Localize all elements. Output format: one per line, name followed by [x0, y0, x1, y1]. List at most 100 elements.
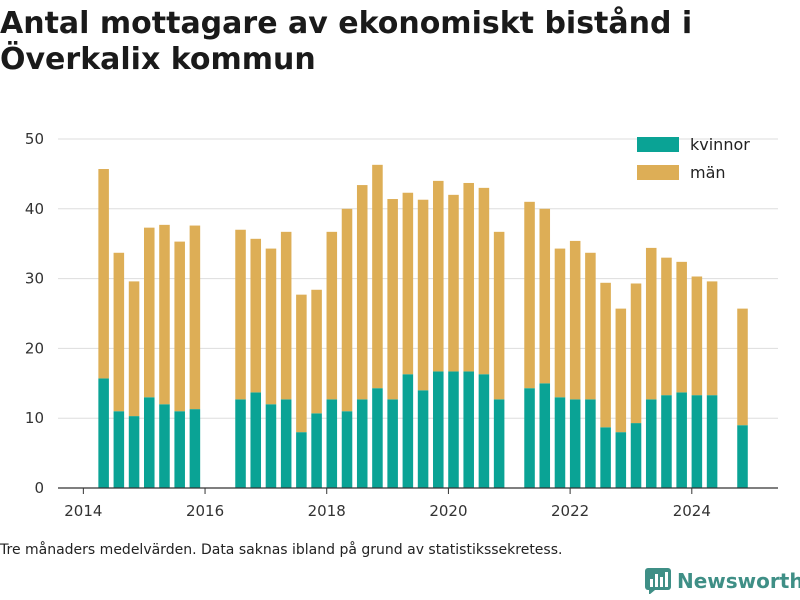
- bar-man: [600, 282, 611, 428]
- bar-kvinnor: [463, 371, 474, 488]
- bar-man: [356, 185, 368, 400]
- bar-man: [554, 248, 566, 398]
- bar-kvinnor: [159, 404, 170, 488]
- bar-kvinnor: [326, 399, 338, 488]
- footnote: Tre månaders medelvärden. Data saknas ib…: [0, 542, 563, 558]
- bar-kvinnor: [676, 392, 687, 488]
- y-tick-label: 30: [25, 270, 44, 288]
- bar-man: [676, 261, 687, 393]
- legend-label: kvinnor: [690, 135, 750, 154]
- bar-kvinnor: [98, 378, 109, 488]
- legend-label: män: [690, 163, 726, 182]
- bar-kvinnor: [569, 399, 581, 488]
- y-tick-label: 40: [25, 200, 44, 218]
- brand-name: Newsworthy: [677, 569, 800, 593]
- bar-man: [311, 289, 322, 414]
- bar-man: [691, 276, 703, 396]
- bar-man: [296, 294, 307, 433]
- bar-kvinnor: [235, 399, 246, 488]
- legend-swatch: [637, 165, 679, 180]
- y-tick-label: 0: [34, 479, 44, 497]
- bar-man: [174, 241, 185, 412]
- bar-kvinnor: [296, 432, 307, 488]
- bar-kvinnor: [372, 388, 383, 488]
- bar-man: [448, 194, 459, 372]
- bar-kvinnor: [691, 395, 703, 488]
- bar-man: [113, 252, 125, 412]
- bar-kvinnor: [493, 399, 505, 488]
- y-axis-ticks: 0 10 20 30 40 50: [25, 130, 44, 497]
- bar-man: [280, 231, 292, 400]
- bar-kvinnor: [113, 411, 125, 488]
- y-tick-label: 50: [25, 130, 44, 148]
- bar-man: [661, 257, 672, 396]
- bar-man: [737, 308, 748, 426]
- y-tick-label: 10: [25, 409, 44, 427]
- bar-man: [493, 231, 505, 400]
- bar-man: [615, 308, 627, 433]
- bar-kvinnor: [189, 409, 201, 488]
- bar-kvinnor: [585, 399, 596, 488]
- bar-man: [433, 180, 444, 372]
- x-tick-label: 2018: [308, 502, 346, 520]
- bar-kvinnor: [128, 416, 140, 488]
- x-axis-ticks: 2014 2016 2018 2020 2022 2024: [64, 488, 711, 520]
- bar-man: [128, 281, 140, 417]
- bar-kvinnor: [661, 395, 672, 488]
- bar-man: [235, 229, 246, 400]
- bar-kvinnor: [250, 392, 262, 488]
- bar-kvinnor: [143, 397, 155, 488]
- bar-man: [341, 208, 353, 412]
- chart-title: Antal mottagare av ekonomiskt bistånd i …: [0, 6, 693, 77]
- bar-kvinnor: [706, 395, 718, 488]
- bar-kvinnor: [433, 371, 444, 488]
- bar-man: [98, 169, 109, 379]
- bar-kvinnor: [539, 383, 551, 488]
- bar-kvinnor: [478, 374, 490, 488]
- legend-swatch: [637, 137, 679, 152]
- bar-man: [569, 240, 581, 400]
- bar-kvinnor: [524, 388, 535, 488]
- bar-kvinnor: [280, 399, 292, 488]
- bar-man: [645, 247, 657, 400]
- bar-kvinnor: [417, 390, 429, 488]
- y-tick-label: 20: [25, 339, 44, 357]
- bar-kvinnor: [311, 413, 322, 488]
- x-tick-label: 2024: [673, 502, 711, 520]
- bar-kvinnor: [737, 425, 748, 488]
- bar-man: [630, 283, 642, 424]
- bar-kvinnor: [402, 374, 414, 488]
- bar-kvinnor: [174, 411, 185, 488]
- x-tick-label: 2020: [429, 502, 467, 520]
- bar-man: [463, 182, 474, 372]
- bar-man: [326, 231, 338, 400]
- bar-kvinnor: [356, 399, 368, 488]
- bar-kvinnor: [265, 404, 277, 488]
- bar-man: [372, 164, 383, 389]
- bar-kvinnor: [554, 397, 566, 488]
- x-tick-label: 2022: [551, 502, 589, 520]
- bar-kvinnor: [448, 371, 459, 488]
- bar-kvinnor: [387, 399, 398, 488]
- bar-man: [706, 281, 718, 396]
- bar-kvinnor: [615, 432, 627, 488]
- bar-man: [387, 199, 398, 400]
- bar-man: [143, 227, 155, 398]
- bar-man: [524, 201, 535, 389]
- legend: kvinnor män: [637, 135, 750, 182]
- x-tick-label: 2014: [64, 502, 102, 520]
- bar-man: [159, 224, 170, 405]
- bar-chart-logo-icon: [645, 568, 671, 594]
- brand-logo: Newsworthy: [645, 568, 800, 594]
- bar-kvinnor: [645, 399, 657, 488]
- bar-man: [478, 187, 490, 375]
- bars: [98, 164, 748, 488]
- bar-man: [585, 252, 596, 400]
- bar-man: [265, 248, 277, 405]
- bar-man: [417, 199, 429, 391]
- bar-man: [250, 238, 262, 393]
- bar-man: [402, 192, 414, 375]
- bar-man: [539, 208, 551, 384]
- bar-man: [189, 225, 201, 410]
